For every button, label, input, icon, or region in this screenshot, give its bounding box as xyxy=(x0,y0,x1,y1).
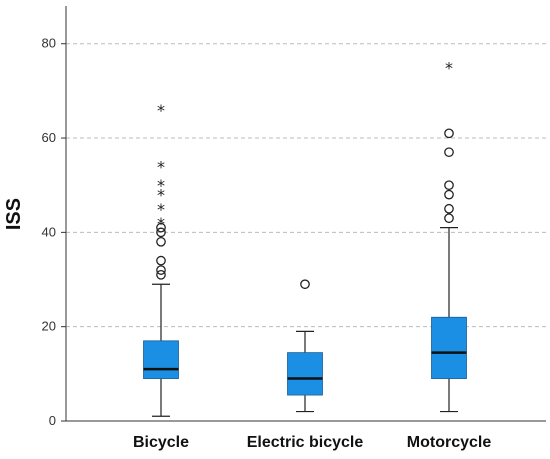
box-group-1 xyxy=(287,279,323,413)
y-tick-label-40: 40 xyxy=(42,224,56,239)
extreme-point-0: * xyxy=(157,214,165,233)
iqr-box xyxy=(431,316,467,379)
extreme-point-4: * xyxy=(157,157,165,176)
y-tick-label-0: 0 xyxy=(49,413,56,428)
outlier-point-4 xyxy=(156,227,166,238)
grid-lines xyxy=(66,43,546,328)
outlier-point-0 xyxy=(444,213,454,224)
outlier-point-3 xyxy=(444,180,454,191)
outlier-point-3 xyxy=(156,236,166,247)
outlier-point-2 xyxy=(444,189,454,200)
extreme-point-0: * xyxy=(445,58,453,77)
boxes: ******* xyxy=(143,58,467,417)
axes xyxy=(65,6,546,422)
category-label-0: Bicycle xyxy=(133,434,189,451)
outlier-point-0 xyxy=(156,269,166,280)
y-axis-title: ISS xyxy=(3,198,25,230)
outlier-point-0 xyxy=(300,279,310,290)
box-group-2: * xyxy=(431,58,467,413)
iqr-box xyxy=(143,340,179,379)
outlier-point-1 xyxy=(444,203,454,214)
x-axis-labels: Bicycle Electric bicycle Motorcycle xyxy=(133,434,491,451)
outlier-point-5 xyxy=(156,222,166,233)
category-label-2: Motorcycle xyxy=(407,434,492,451)
category-label-1: Electric bicycle xyxy=(247,434,364,451)
y-tick-label-20: 20 xyxy=(42,319,56,334)
y-tick-label-80: 80 xyxy=(42,36,56,51)
extreme-point-5: * xyxy=(157,101,165,120)
outlier-point-1 xyxy=(156,265,166,275)
extreme-point-1: * xyxy=(157,200,165,219)
iqr-box xyxy=(287,352,323,396)
extreme-point-3: * xyxy=(157,176,165,195)
box-group-0: ****** xyxy=(143,101,179,417)
outlier-point-5 xyxy=(444,128,454,139)
outlier-point-4 xyxy=(444,147,454,158)
y-axis-ticks: 0 20 40 60 80 xyxy=(42,36,66,428)
outlier-point-2 xyxy=(156,255,166,266)
y-tick-label-60: 60 xyxy=(42,130,56,145)
extreme-point-2: * xyxy=(157,186,165,205)
